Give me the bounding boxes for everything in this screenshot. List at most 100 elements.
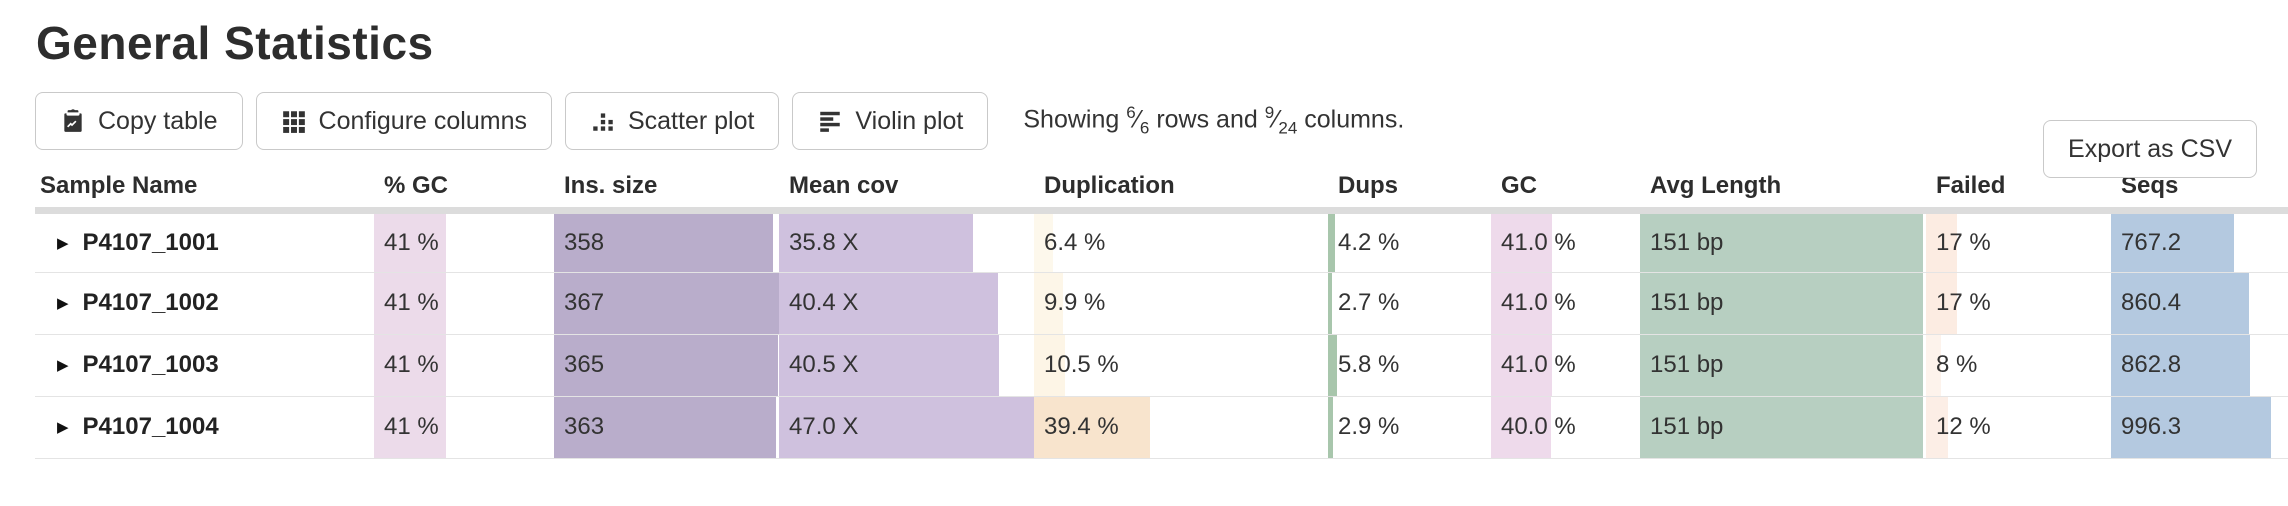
violin-plot-button[interactable]: Violin plot [792, 92, 989, 150]
table-row: ▶ P4107_1003 41 % 365 40.5 X 10.5 % 5.8 %… [35, 334, 2288, 397]
value-bar [374, 396, 446, 458]
export-csv-button[interactable]: Export as CSV [2043, 120, 2257, 178]
failed-cell: 12 % [1926, 396, 2111, 459]
value-bar [1926, 213, 1957, 272]
col-header-gc[interactable]: GC [1491, 166, 1640, 214]
export-csv-label: Export as CSV [2068, 134, 2232, 163]
cell-value: 41 % [384, 413, 439, 440]
value-bar [1034, 396, 1150, 458]
mean-cov-cell: 40.5 X [779, 334, 1034, 397]
value-bar [2111, 334, 2250, 396]
cell-value: 41.0 % [1501, 351, 1576, 378]
col-header-ins-size[interactable]: Ins. size [554, 166, 779, 214]
value-bar [1491, 334, 1552, 396]
col-header-gc-pct[interactable]: % GC [374, 166, 554, 214]
gc-cell: 40.0 % [1491, 396, 1640, 459]
sample-cell[interactable]: ▶ P4107_1002 [35, 272, 374, 335]
avg-length-cell: 151 bp [1640, 272, 1926, 335]
copy-table-button[interactable]: Copy table [35, 92, 243, 150]
showing-prefix: Showing [1023, 105, 1120, 134]
cell-value: 17 % [1936, 228, 1991, 256]
cell-value: 363 [564, 413, 605, 440]
expand-triangle-icon[interactable]: ▶ [57, 357, 69, 374]
cell-value: 151 bp [1650, 289, 1724, 316]
seqs-cell: 767.2 [2111, 210, 2288, 273]
value-bar [1491, 396, 1551, 458]
cols-shown: 9 [1264, 103, 1275, 123]
value-bar [374, 213, 446, 272]
table-row: ▶ P4107_1004 41 % 363 47.0 X 39.4 % 2.9 %… [35, 396, 2288, 459]
copy-table-label: Copy table [98, 106, 218, 135]
table-toolbar: Copy table Configure columns Scatter plo… [35, 92, 2288, 150]
cell-value: 41 % [384, 289, 439, 316]
value-bar [1926, 396, 1948, 458]
value-bar [1034, 213, 1053, 272]
value-bar [554, 396, 776, 458]
rows-total: 6 [1139, 118, 1150, 138]
col-header-dups[interactable]: Dups [1328, 166, 1491, 214]
cell-value: 41 % [384, 228, 439, 256]
cell-value: 6.4 % [1044, 228, 1106, 256]
cell-value: 17 % [1936, 289, 1991, 316]
dups-cell: 4.2 % [1328, 210, 1491, 273]
value-bar [779, 396, 1034, 458]
duplication-cell: 39.4 % [1034, 396, 1328, 459]
value-bar [374, 272, 446, 334]
cell-value: 358 [564, 228, 605, 256]
col-header-avg-length[interactable]: Avg Length [1640, 166, 1926, 214]
gc-pct-cell: 41 % [374, 272, 554, 335]
duplication-cell: 6.4 % [1034, 210, 1328, 273]
cell-value: 47.0 X [789, 413, 859, 440]
scatter-plot-button[interactable]: Scatter plot [564, 92, 780, 150]
configure-columns-label: Configure columns [318, 106, 527, 135]
gc-cell: 41.0 % [1491, 210, 1640, 273]
expand-triangle-icon[interactable]: ▶ [57, 419, 69, 436]
sample-cell[interactable]: ▶ P4107_1003 [35, 334, 374, 397]
value-bar [1328, 396, 1333, 458]
value-bar [1640, 272, 1923, 334]
cell-value: 2.9 % [1338, 413, 1400, 440]
cell-value: 10.5 % [1044, 351, 1119, 378]
cell-value: 151 bp [1650, 228, 1724, 256]
rows-shown: 6 [1126, 103, 1136, 123]
cell-value: 151 bp [1650, 413, 1724, 440]
col-header-mean-cov[interactable]: Mean cov [779, 166, 1034, 214]
value-bar [1926, 334, 1941, 396]
cols-total: 24 [1278, 118, 1298, 138]
value-bar [2111, 272, 2249, 334]
value-bar [374, 334, 446, 396]
value-bar [779, 213, 973, 272]
expand-triangle-icon[interactable]: ▶ [57, 295, 69, 312]
clipboard-icon [60, 108, 86, 134]
cell-value: 4.2 % [1338, 228, 1400, 256]
seqs-cell: 860.4 [2111, 272, 2288, 335]
dups-cell: 5.8 % [1328, 334, 1491, 397]
sample-name: P4107_1003 [82, 351, 219, 378]
page-title: General Statistics [36, 17, 434, 69]
col-header-duplication[interactable]: Duplication [1034, 166, 1328, 214]
table-row: ▶ P4107_1002 41 % 367 40.4 X 9.9 % 2.7 % … [35, 272, 2288, 335]
avg-length-cell: 151 bp [1640, 396, 1926, 459]
grid-icon [281, 108, 307, 134]
ins-size-cell: 367 [554, 272, 779, 335]
avg-length-cell: 151 bp [1640, 210, 1926, 273]
col-header-sample-name[interactable]: Sample Name [35, 166, 374, 214]
expand-triangle-icon[interactable]: ▶ [57, 234, 69, 252]
sample-cell[interactable]: ▶ P4107_1004 [35, 396, 374, 459]
value-bar [1640, 396, 1923, 458]
gc-pct-cell: 41 % [374, 210, 554, 273]
failed-cell: 8 % [1926, 334, 2111, 397]
general-statistics-table: Sample Name % GC Ins. size Mean cov Dupl… [35, 166, 2288, 459]
value-bar [1034, 272, 1063, 334]
value-bar [1328, 272, 1332, 334]
configure-columns-button[interactable]: Configure columns [255, 92, 552, 150]
value-bar [779, 334, 999, 396]
value-bar [554, 213, 773, 272]
value-bar [1926, 272, 1957, 334]
cell-value: 9.9 % [1044, 289, 1106, 316]
value-bar [2111, 213, 2234, 272]
value-bar [554, 272, 779, 334]
sample-cell[interactable]: ▶ P4107_1001 [35, 210, 374, 273]
cell-value: 862.8 [2121, 351, 2182, 378]
cell-value: 367 [564, 289, 605, 316]
